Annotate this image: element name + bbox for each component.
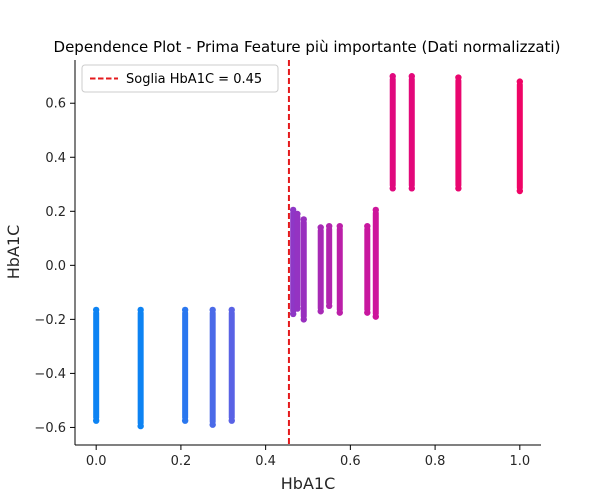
- legend-box: [81, 64, 279, 93]
- point-stack: [294, 214, 301, 309]
- x-tick-label: 0.0: [86, 454, 107, 469]
- legend-label-threshold: Soglia HbA1C = 0.45: [126, 72, 262, 87]
- y-axis-label: HbA1C: [4, 225, 23, 279]
- x-tick-label: 0.2: [171, 454, 192, 469]
- y-tick-label: −0.2: [34, 313, 66, 328]
- point: [209, 421, 216, 428]
- point: [289, 206, 297, 214]
- point: [455, 74, 462, 81]
- point-column-8: [317, 224, 324, 315]
- point-stack: [364, 226, 371, 313]
- point-column-11: [364, 222, 371, 316]
- point-column-7: [300, 216, 307, 323]
- x-tick-label: 0.4: [255, 454, 276, 469]
- point-stack: [209, 309, 216, 425]
- legend: Soglia HbA1C = 0.45: [81, 64, 279, 93]
- point: [92, 306, 100, 314]
- point: [389, 185, 396, 192]
- point: [372, 313, 379, 320]
- point: [408, 73, 415, 80]
- point-stack: [516, 81, 523, 192]
- point-column-10: [336, 222, 343, 316]
- x-tick-label: 0.6: [340, 454, 361, 469]
- point-column-14: [408, 73, 415, 192]
- y-tick-label: −0.4: [34, 367, 66, 382]
- point-stack: [317, 227, 324, 312]
- point-stack: [408, 76, 415, 189]
- point: [325, 222, 333, 230]
- point: [137, 422, 144, 430]
- y-tick-label: 0.2: [45, 205, 66, 220]
- point-stack: [455, 77, 462, 189]
- point-stack: [300, 219, 307, 320]
- point-column-9: [325, 222, 333, 310]
- point: [372, 206, 379, 214]
- point-column-0: [92, 306, 100, 424]
- point-column-1: [137, 306, 144, 430]
- point-stack: [326, 226, 333, 306]
- point-stack: [336, 226, 343, 313]
- point: [294, 210, 301, 218]
- point-column-6: [294, 210, 301, 312]
- point-stack: [372, 209, 379, 317]
- point-column-3: [209, 306, 216, 428]
- point-column-13: [389, 73, 396, 192]
- point: [408, 185, 415, 192]
- axes: 0.0 0.2 0.4 0.6 0.8 1.0 −0.6 −0.4 −0.2 0.0 0.2 0.4 0…: [34, 60, 541, 469]
- y-tick-label: −0.6: [34, 421, 66, 436]
- point: [516, 187, 524, 195]
- point-stack: [182, 309, 189, 421]
- point: [209, 306, 216, 314]
- point: [137, 306, 144, 314]
- point-stack: [228, 309, 235, 421]
- point: [516, 78, 524, 85]
- point-column-15: [455, 74, 462, 192]
- point: [228, 417, 235, 424]
- point-stack: [137, 309, 144, 427]
- point-stack: [93, 309, 100, 421]
- point: [181, 417, 189, 424]
- point: [181, 306, 189, 314]
- point: [336, 222, 343, 230]
- point: [289, 310, 297, 318]
- point: [389, 73, 396, 80]
- x-axis-label: HbA1C: [281, 474, 335, 493]
- point: [325, 302, 333, 310]
- y-tick-label: 0.6: [45, 97, 66, 112]
- point: [455, 185, 462, 192]
- point: [294, 305, 301, 312]
- y-tick-label: 0.4: [45, 151, 66, 166]
- y-tick-label: 0.0: [45, 259, 66, 274]
- point: [364, 309, 371, 316]
- point-stack: [389, 76, 396, 189]
- point-column-16: [516, 78, 524, 195]
- point: [317, 308, 324, 315]
- point: [300, 216, 307, 223]
- point: [92, 417, 100, 424]
- x-tick-label: 1.0: [509, 454, 530, 469]
- x-tick-label: 0.8: [425, 454, 446, 469]
- point: [300, 316, 307, 323]
- point-column-4: [228, 306, 235, 424]
- point: [336, 309, 343, 316]
- chart-title: Dependence Plot - Prima Feature più impo…: [54, 38, 561, 56]
- point: [228, 306, 235, 314]
- point: [364, 222, 371, 230]
- scatter-points: [92, 73, 524, 430]
- point-column-12: [372, 206, 379, 320]
- point-column-2: [181, 306, 189, 424]
- point: [317, 224, 324, 231]
